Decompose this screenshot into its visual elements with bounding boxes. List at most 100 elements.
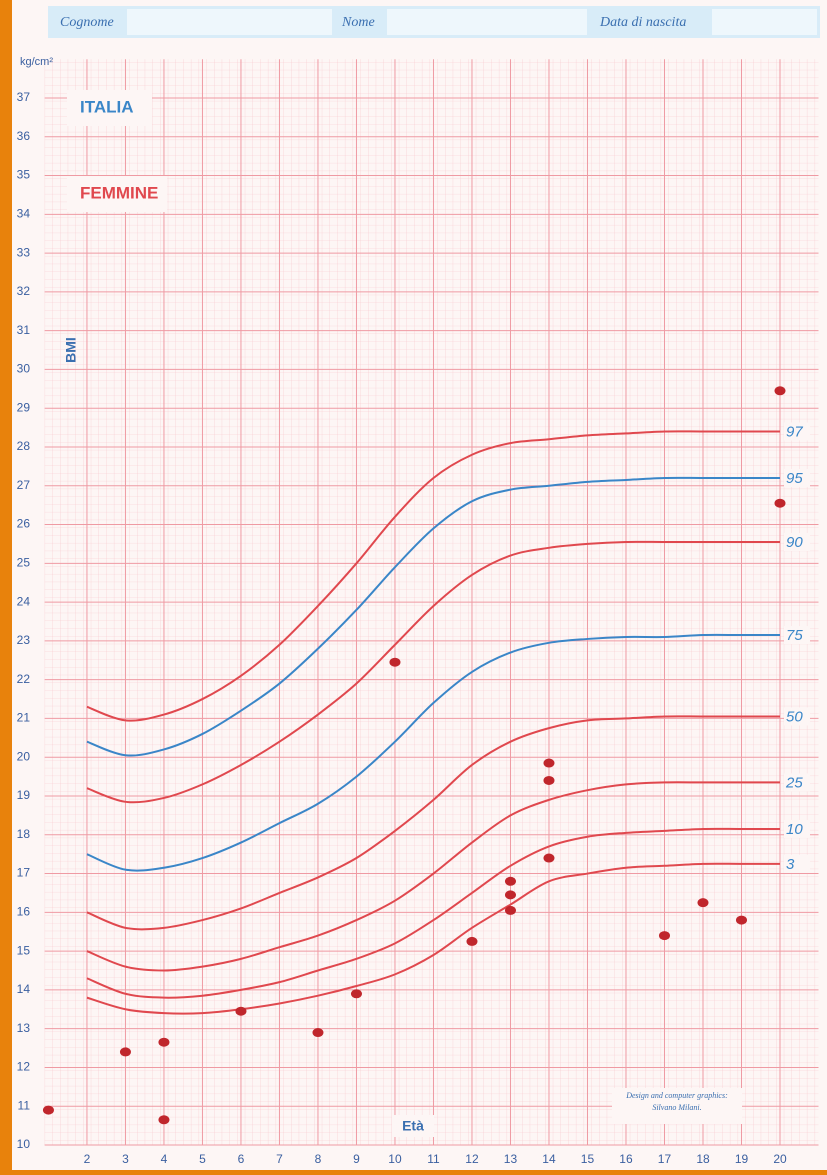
y-tick-label: 29 — [17, 400, 31, 414]
form-label: Nome — [341, 15, 375, 30]
data-point — [697, 898, 709, 908]
x-tick-label: 8 — [315, 1152, 322, 1166]
label-bg — [783, 626, 810, 645]
x-tick-label: 19 — [735, 1152, 749, 1166]
y-tick-label: 31 — [17, 323, 31, 337]
data-point — [543, 758, 555, 768]
field — [127, 9, 332, 35]
field — [712, 9, 817, 35]
label-bg — [67, 176, 167, 212]
y-tick-label: 10 — [17, 1137, 31, 1151]
y-label: BMI — [63, 337, 79, 363]
y-tick-label: 34 — [17, 206, 31, 220]
x-tick-label: 17 — [658, 1152, 672, 1166]
data-point — [158, 1115, 170, 1125]
credit: Design and computer graphics: Silvano Mi… — [626, 1091, 728, 1112]
y-tick-label: 16 — [17, 905, 31, 919]
label-bg — [783, 469, 810, 488]
field — [387, 9, 587, 35]
data-point — [235, 1006, 247, 1016]
label-bg — [783, 773, 810, 792]
label-bg — [783, 532, 810, 551]
x-tick-label: 20 — [773, 1152, 787, 1166]
x-tick-label: 2 — [84, 1152, 91, 1166]
percentile-label: 3 — [786, 856, 795, 873]
data-point — [504, 876, 516, 886]
x-label: Età — [402, 1118, 424, 1134]
data-point — [504, 905, 516, 915]
percentile-label: 97 — [786, 423, 803, 440]
data-point — [735, 915, 747, 925]
x-tick-label: 7 — [276, 1152, 283, 1166]
percentile-label: 75 — [786, 627, 803, 644]
x-tick-label: 13 — [504, 1152, 518, 1166]
label-bg — [783, 819, 810, 838]
y-tick-label: 18 — [17, 827, 31, 841]
data-point — [119, 1047, 131, 1057]
x-tick-label: 4 — [161, 1152, 168, 1166]
percentile-label: 90 — [786, 534, 803, 551]
x-tick-label: 14 — [542, 1152, 556, 1166]
credit-box: Design and computer graphics: Silvano Mi… — [626, 1091, 728, 1112]
data-point — [543, 853, 555, 863]
percentile-curve — [86, 715, 780, 931]
y-tick-label: 20 — [17, 749, 31, 763]
y-tick-label: 14 — [17, 982, 31, 996]
form-label: Cognome — [60, 15, 114, 30]
label-bg — [612, 1088, 742, 1124]
y-tick-label: 17 — [17, 866, 31, 880]
y-tick-label: 21 — [17, 711, 31, 725]
y-tick-label: 36 — [17, 129, 31, 143]
form-label: Data di nascita — [599, 15, 686, 30]
country: ITALIA — [80, 97, 134, 116]
y-tick-label: 12 — [17, 1060, 31, 1074]
x-tick-label: 15 — [581, 1152, 595, 1166]
data-point — [158, 1037, 170, 1047]
x-tick-label: 5 — [199, 1152, 206, 1166]
y-tick-label: 27 — [17, 478, 31, 492]
percentile-curve — [86, 633, 780, 872]
y-tick-label: 11 — [18, 1098, 31, 1112]
percentile-curve — [86, 476, 780, 757]
label-bg — [67, 90, 152, 126]
data-point — [42, 1105, 54, 1115]
y-tick-label: 25 — [17, 555, 31, 569]
percentile-label: 10 — [786, 821, 803, 838]
sex: FEMMINE — [80, 183, 158, 202]
label-bg — [783, 422, 810, 441]
label-bg — [392, 1115, 434, 1137]
y-tick-label: 28 — [17, 439, 31, 453]
y-tick-label: 37 — [17, 90, 31, 104]
y-tick-label: 26 — [17, 517, 31, 531]
x-tick-label: 3 — [122, 1152, 129, 1166]
data-point — [312, 1028, 324, 1038]
x-tick-label: 10 — [388, 1152, 402, 1166]
x-tick-label: 6 — [238, 1152, 245, 1166]
y-tick-label: 35 — [17, 168, 31, 182]
data-point — [350, 989, 362, 999]
percentile-label: 50 — [786, 708, 803, 725]
y-tick-label: 22 — [17, 672, 31, 686]
x-tick-label: 9 — [353, 1152, 360, 1166]
x-tick-label: 18 — [696, 1152, 710, 1166]
y-tick-label: 13 — [17, 1021, 31, 1035]
y-tick-label: 19 — [17, 788, 31, 802]
data-point — [389, 657, 401, 667]
y-tick-label: 23 — [17, 633, 31, 647]
x-tick-label: 12 — [465, 1152, 479, 1166]
data-point — [466, 936, 478, 946]
percentile-label: 95 — [786, 470, 803, 487]
percentile-curve — [86, 430, 780, 722]
data-point — [543, 775, 555, 785]
y-tick-label: 30 — [17, 362, 31, 376]
y-tick-label: 33 — [17, 245, 31, 259]
percentile-curve — [86, 781, 780, 972]
percentile-curve — [86, 827, 780, 999]
label-bg — [783, 854, 810, 873]
y-tick-label: 15 — [17, 943, 31, 957]
percentile-curve — [86, 540, 780, 804]
data-point — [774, 498, 786, 508]
data-point — [504, 890, 516, 900]
percentile-curve — [86, 862, 780, 1015]
